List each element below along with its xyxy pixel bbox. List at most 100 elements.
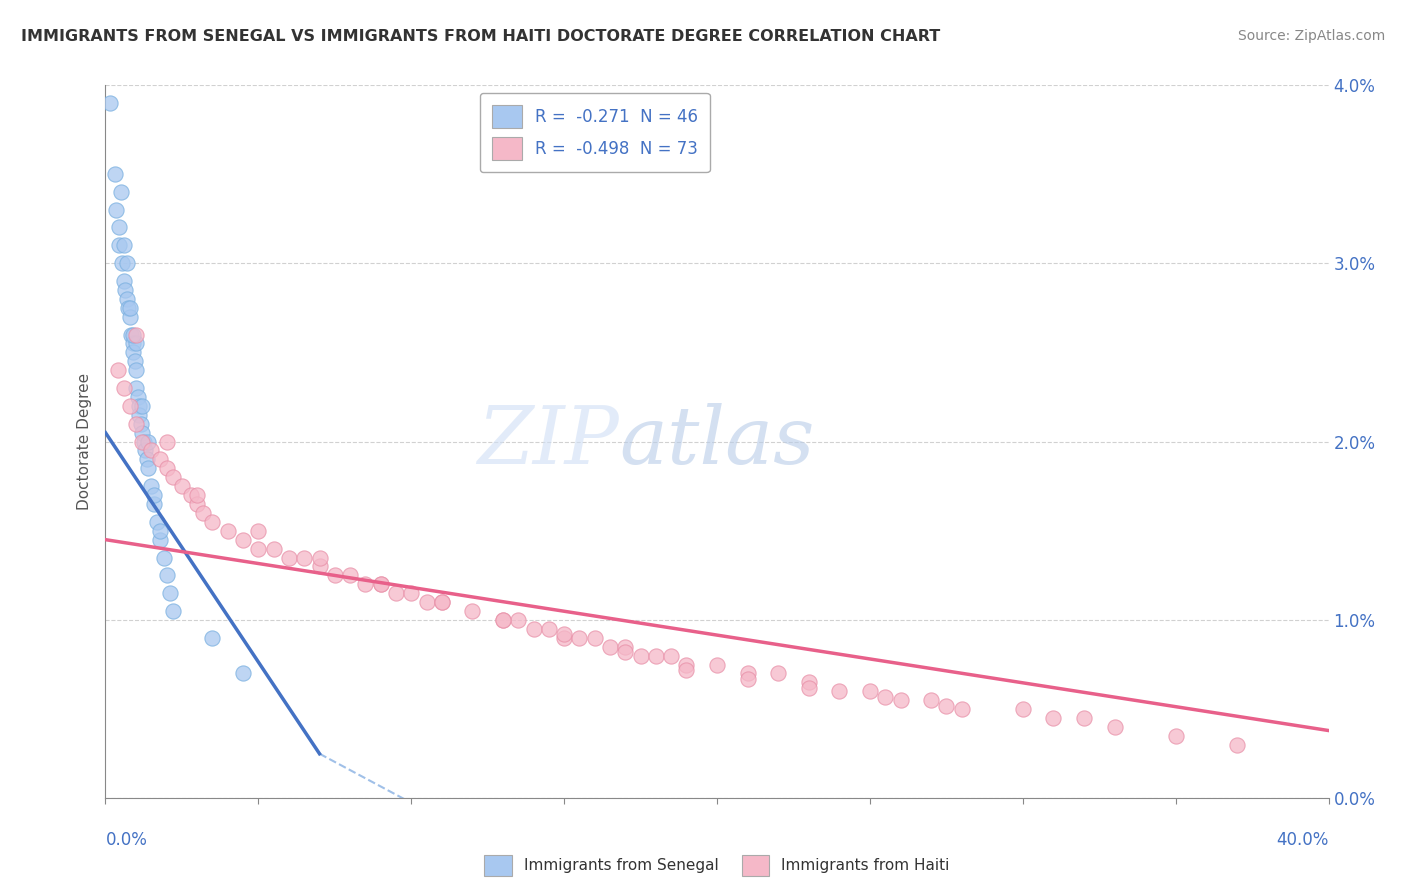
- Point: [125, 417, 148, 431]
- Point: [118, 301, 141, 315]
- Point: [430, 595, 453, 609]
- Point: [120, 327, 142, 342]
- Point: [292, 550, 315, 565]
- Point: [186, 488, 208, 502]
- Point: [553, 631, 575, 645]
- Point: [523, 622, 546, 636]
- Point: [122, 336, 145, 351]
- Point: [107, 363, 129, 377]
- Point: [125, 363, 148, 377]
- Text: 0.0%: 0.0%: [105, 830, 148, 848]
- Point: [122, 327, 145, 342]
- Point: [149, 452, 172, 467]
- Point: [136, 434, 159, 449]
- Point: [614, 640, 637, 654]
- Point: [537, 622, 560, 636]
- Point: [278, 550, 301, 565]
- Point: [156, 568, 179, 582]
- Point: [568, 631, 591, 645]
- Point: [492, 613, 515, 627]
- Point: [950, 702, 973, 716]
- Point: [308, 550, 330, 565]
- Point: [370, 577, 392, 591]
- Point: [131, 399, 153, 413]
- Point: [115, 292, 138, 306]
- Point: [370, 577, 392, 591]
- Point: [124, 354, 146, 368]
- Point: [193, 506, 215, 520]
- Point: [149, 533, 172, 547]
- Point: [553, 627, 575, 641]
- Point: [141, 479, 163, 493]
- Point: [141, 443, 163, 458]
- Point: [98, 95, 121, 110]
- Point: [143, 497, 166, 511]
- Point: [132, 434, 155, 449]
- Point: [430, 595, 453, 609]
- Point: [1042, 711, 1064, 725]
- Text: 40.0%: 40.0%: [1277, 830, 1329, 848]
- Point: [508, 613, 530, 627]
- Point: [247, 541, 270, 556]
- Point: [186, 497, 208, 511]
- Point: [323, 568, 346, 582]
- Y-axis label: Doctorate Degree: Doctorate Degree: [77, 373, 93, 510]
- Point: [104, 167, 127, 181]
- Point: [644, 648, 668, 663]
- Point: [112, 274, 135, 288]
- Point: [118, 310, 141, 324]
- Point: [583, 631, 606, 645]
- Point: [128, 408, 150, 422]
- Point: [1164, 729, 1187, 743]
- Text: Source: ZipAtlas.com: Source: ZipAtlas.com: [1237, 29, 1385, 43]
- Point: [415, 595, 437, 609]
- Point: [152, 550, 174, 565]
- Point: [1104, 720, 1126, 734]
- Point: [112, 381, 135, 395]
- Point: [112, 238, 135, 252]
- Point: [201, 515, 224, 529]
- Point: [401, 586, 423, 600]
- Point: [875, 690, 897, 704]
- Text: IMMIGRANTS FROM SENEGAL VS IMMIGRANTS FROM HAITI DOCTORATE DEGREE CORRELATION CH: IMMIGRANTS FROM SENEGAL VS IMMIGRANTS FR…: [21, 29, 941, 44]
- Point: [146, 515, 169, 529]
- Text: atlas: atlas: [619, 403, 814, 480]
- Point: [201, 631, 224, 645]
- Point: [180, 488, 202, 502]
- Point: [232, 533, 254, 547]
- Point: [156, 461, 179, 475]
- Point: [118, 399, 141, 413]
- Point: [162, 470, 184, 484]
- Point: [659, 648, 682, 663]
- Point: [156, 434, 179, 449]
- Point: [614, 645, 637, 659]
- Legend: Immigrants from Senegal, Immigrants from Haiti: Immigrants from Senegal, Immigrants from…: [474, 844, 960, 887]
- Point: [339, 568, 361, 582]
- Point: [108, 220, 131, 235]
- Point: [108, 238, 131, 252]
- Point: [122, 345, 145, 359]
- Point: [135, 452, 157, 467]
- Point: [125, 327, 148, 342]
- Point: [263, 541, 285, 556]
- Text: ZIP: ZIP: [478, 403, 619, 480]
- Point: [159, 586, 181, 600]
- Point: [170, 479, 193, 493]
- Point: [675, 663, 697, 677]
- Point: [162, 604, 184, 618]
- Point: [797, 675, 820, 690]
- Point: [117, 301, 139, 315]
- Point: [115, 256, 138, 270]
- Point: [134, 443, 156, 458]
- Point: [1226, 738, 1249, 752]
- Point: [828, 684, 851, 698]
- Point: [232, 666, 254, 681]
- Point: [354, 577, 377, 591]
- Point: [797, 681, 820, 695]
- Point: [111, 256, 134, 270]
- Point: [737, 672, 759, 686]
- Point: [149, 524, 172, 538]
- Point: [128, 399, 150, 413]
- Point: [127, 390, 149, 404]
- Point: [217, 524, 239, 538]
